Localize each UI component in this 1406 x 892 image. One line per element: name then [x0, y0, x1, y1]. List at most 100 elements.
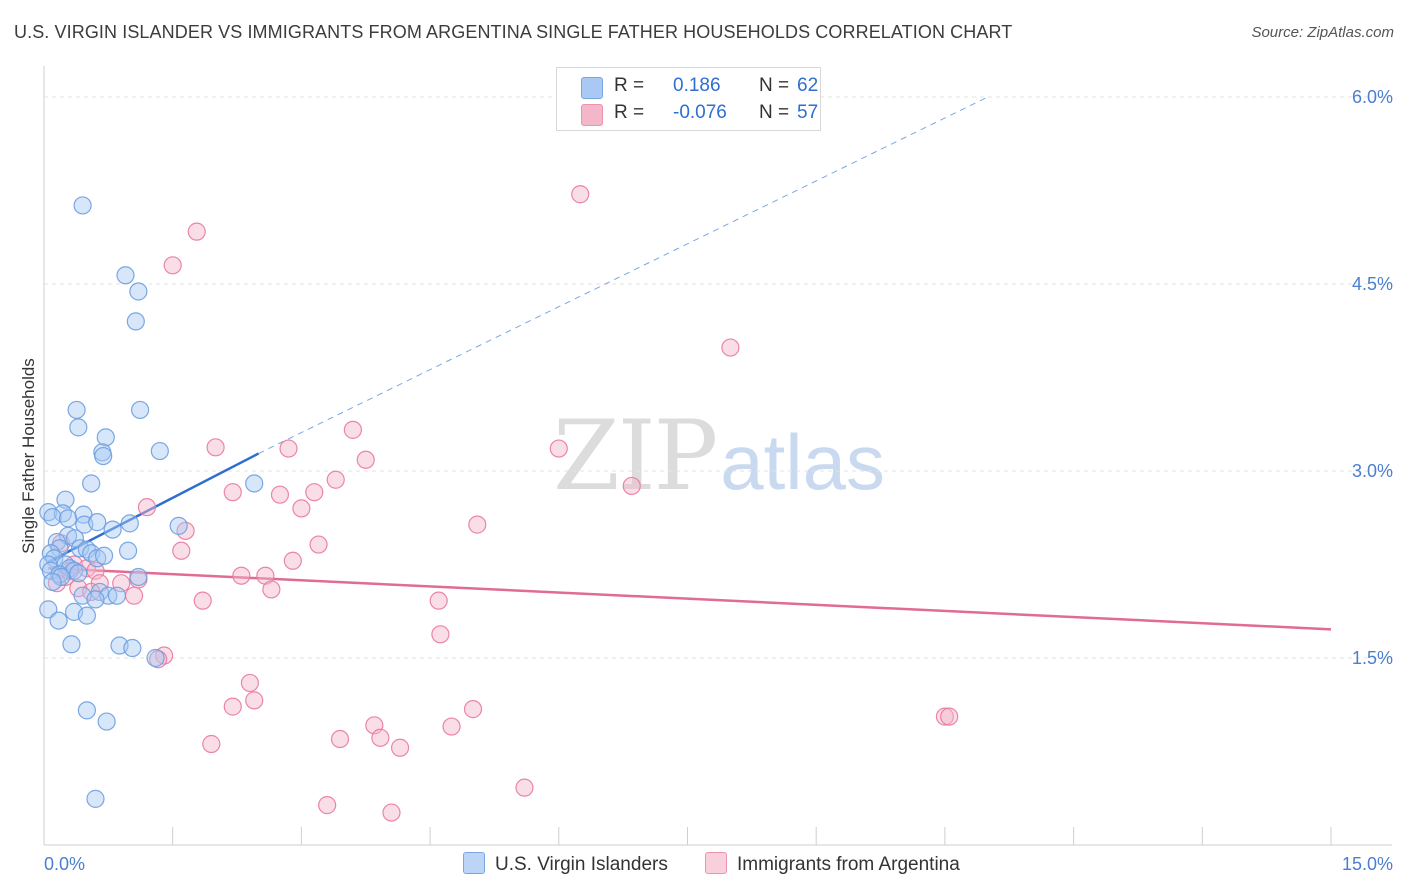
point-argentina — [935, 707, 955, 726]
legend-label: U.S. Virgin Islanders — [495, 854, 668, 875]
point-argentina — [326, 470, 345, 489]
r-label: R = — [614, 75, 645, 96]
point-virgin-islanders — [73, 196, 92, 215]
point-virgin-islanders — [67, 400, 86, 420]
x-tick-label: 0.0% — [44, 854, 85, 874]
point-argentina — [163, 256, 182, 275]
point-virgin-islanders — [77, 701, 97, 720]
point-virgin-islanders — [245, 474, 264, 493]
point-virgin-islanders — [123, 638, 142, 658]
point-argentina — [193, 591, 212, 610]
point-virgin-islanders — [150, 441, 169, 461]
point-virgin-islanders — [52, 567, 71, 587]
n-label: N = — [759, 75, 790, 96]
point-virgin-islanders — [130, 400, 150, 420]
point-argentina — [240, 673, 260, 693]
legend-swatch-blue — [581, 77, 603, 99]
y-tick-label: 3.0% — [1352, 461, 1393, 481]
point-virgin-islanders — [116, 266, 135, 285]
legend-label: Immigrants from Argentina — [737, 854, 960, 875]
point-virgin-islanders — [65, 529, 84, 548]
point-argentina — [515, 778, 534, 797]
point-argentina — [549, 439, 568, 458]
point-argentina — [245, 691, 264, 710]
point-virgin-islanders — [70, 539, 90, 558]
legend-swatch-pink — [581, 104, 603, 126]
point-virgin-islanders — [94, 546, 114, 565]
point-argentina — [283, 551, 302, 570]
trend-line-virgin-islanders — [47, 452, 260, 564]
legend-swatch-blue — [463, 852, 485, 874]
point-argentina — [390, 738, 410, 757]
point-argentina — [279, 439, 298, 458]
point-argentina — [468, 515, 487, 534]
n-value: 62 — [797, 75, 819, 96]
point-argentina — [940, 707, 959, 726]
point-argentina — [206, 438, 225, 457]
point-virgin-islanders — [129, 282, 148, 301]
x-tick-label: 15.0% — [1342, 854, 1393, 874]
point-argentina — [356, 450, 375, 469]
y-axis-label: Single Father Households — [19, 358, 38, 554]
y-tick-label: 6.0% — [1352, 87, 1393, 107]
data-points — [39, 185, 959, 822]
point-argentina — [343, 420, 362, 439]
point-argentina — [202, 734, 221, 754]
point-virgin-islanders — [49, 611, 68, 630]
point-virgin-islanders — [107, 586, 127, 605]
point-virgin-islanders — [58, 526, 78, 545]
point-virgin-islanders — [69, 564, 88, 583]
point-virgin-islanders — [43, 508, 62, 527]
r-label: R = — [614, 102, 645, 123]
point-virgin-islanders — [118, 541, 138, 560]
point-virgin-islanders — [86, 789, 105, 808]
tick-labels: 1.5% 3.0% 4.5% 6.0% 0.0% 15.0% — [44, 87, 1393, 874]
point-virgin-islanders — [88, 513, 107, 532]
point-virgin-islanders — [88, 549, 107, 568]
point-virgin-islanders — [120, 514, 139, 533]
trend-line-argentina — [48, 566, 1332, 631]
trend-lines — [47, 96, 1332, 631]
point-argentina — [721, 338, 740, 357]
point-argentina — [318, 796, 337, 815]
stats-legend: R = 0.186 N = 62 R = -0.076 N = 57 — [556, 67, 821, 131]
point-argentina — [431, 625, 450, 644]
point-argentina — [371, 728, 390, 747]
point-virgin-islanders — [129, 567, 148, 587]
point-virgin-islanders — [82, 474, 101, 493]
point-argentina — [622, 476, 641, 496]
trend-line-virgin-islanders-extension — [258, 96, 989, 454]
point-argentina — [232, 566, 251, 585]
point-argentina — [382, 803, 401, 822]
point-virgin-islanders — [43, 572, 62, 592]
point-argentina — [305, 483, 324, 502]
point-argentina — [571, 185, 590, 204]
y-tick-label: 1.5% — [1352, 648, 1393, 668]
r-value: -0.076 — [673, 102, 727, 123]
point-virgin-islanders — [77, 606, 97, 625]
legend-item-argentina: Immigrants from Argentina — [705, 852, 960, 876]
point-virgin-islanders — [169, 516, 188, 535]
point-argentina — [292, 499, 311, 518]
legend-item-virgin-islanders: U.S. Virgin Islanders — [463, 852, 668, 876]
n-value: 57 — [797, 102, 819, 123]
legend-swatch-pink — [705, 852, 727, 874]
point-virgin-islanders — [50, 539, 69, 558]
point-virgin-islanders — [74, 505, 93, 524]
point-argentina — [270, 485, 290, 504]
point-virgin-islanders — [94, 446, 113, 466]
point-virgin-islanders — [53, 504, 72, 523]
r-value: 0.186 — [673, 75, 721, 96]
point-virgin-islanders — [62, 635, 81, 654]
point-virgin-islanders — [103, 520, 122, 539]
point-virgin-islanders — [86, 590, 105, 609]
chart-title: U.S. VIRGIN ISLANDER VS IMMIGRANTS FROM … — [14, 22, 1013, 42]
point-argentina — [137, 498, 157, 517]
n-label: N = — [759, 102, 790, 123]
point-argentina — [429, 591, 448, 610]
point-virgin-islanders — [58, 509, 78, 528]
axes — [43, 66, 1392, 846]
point-virgin-islanders — [97, 712, 116, 731]
y-tick-label: 4.5% — [1352, 274, 1393, 294]
